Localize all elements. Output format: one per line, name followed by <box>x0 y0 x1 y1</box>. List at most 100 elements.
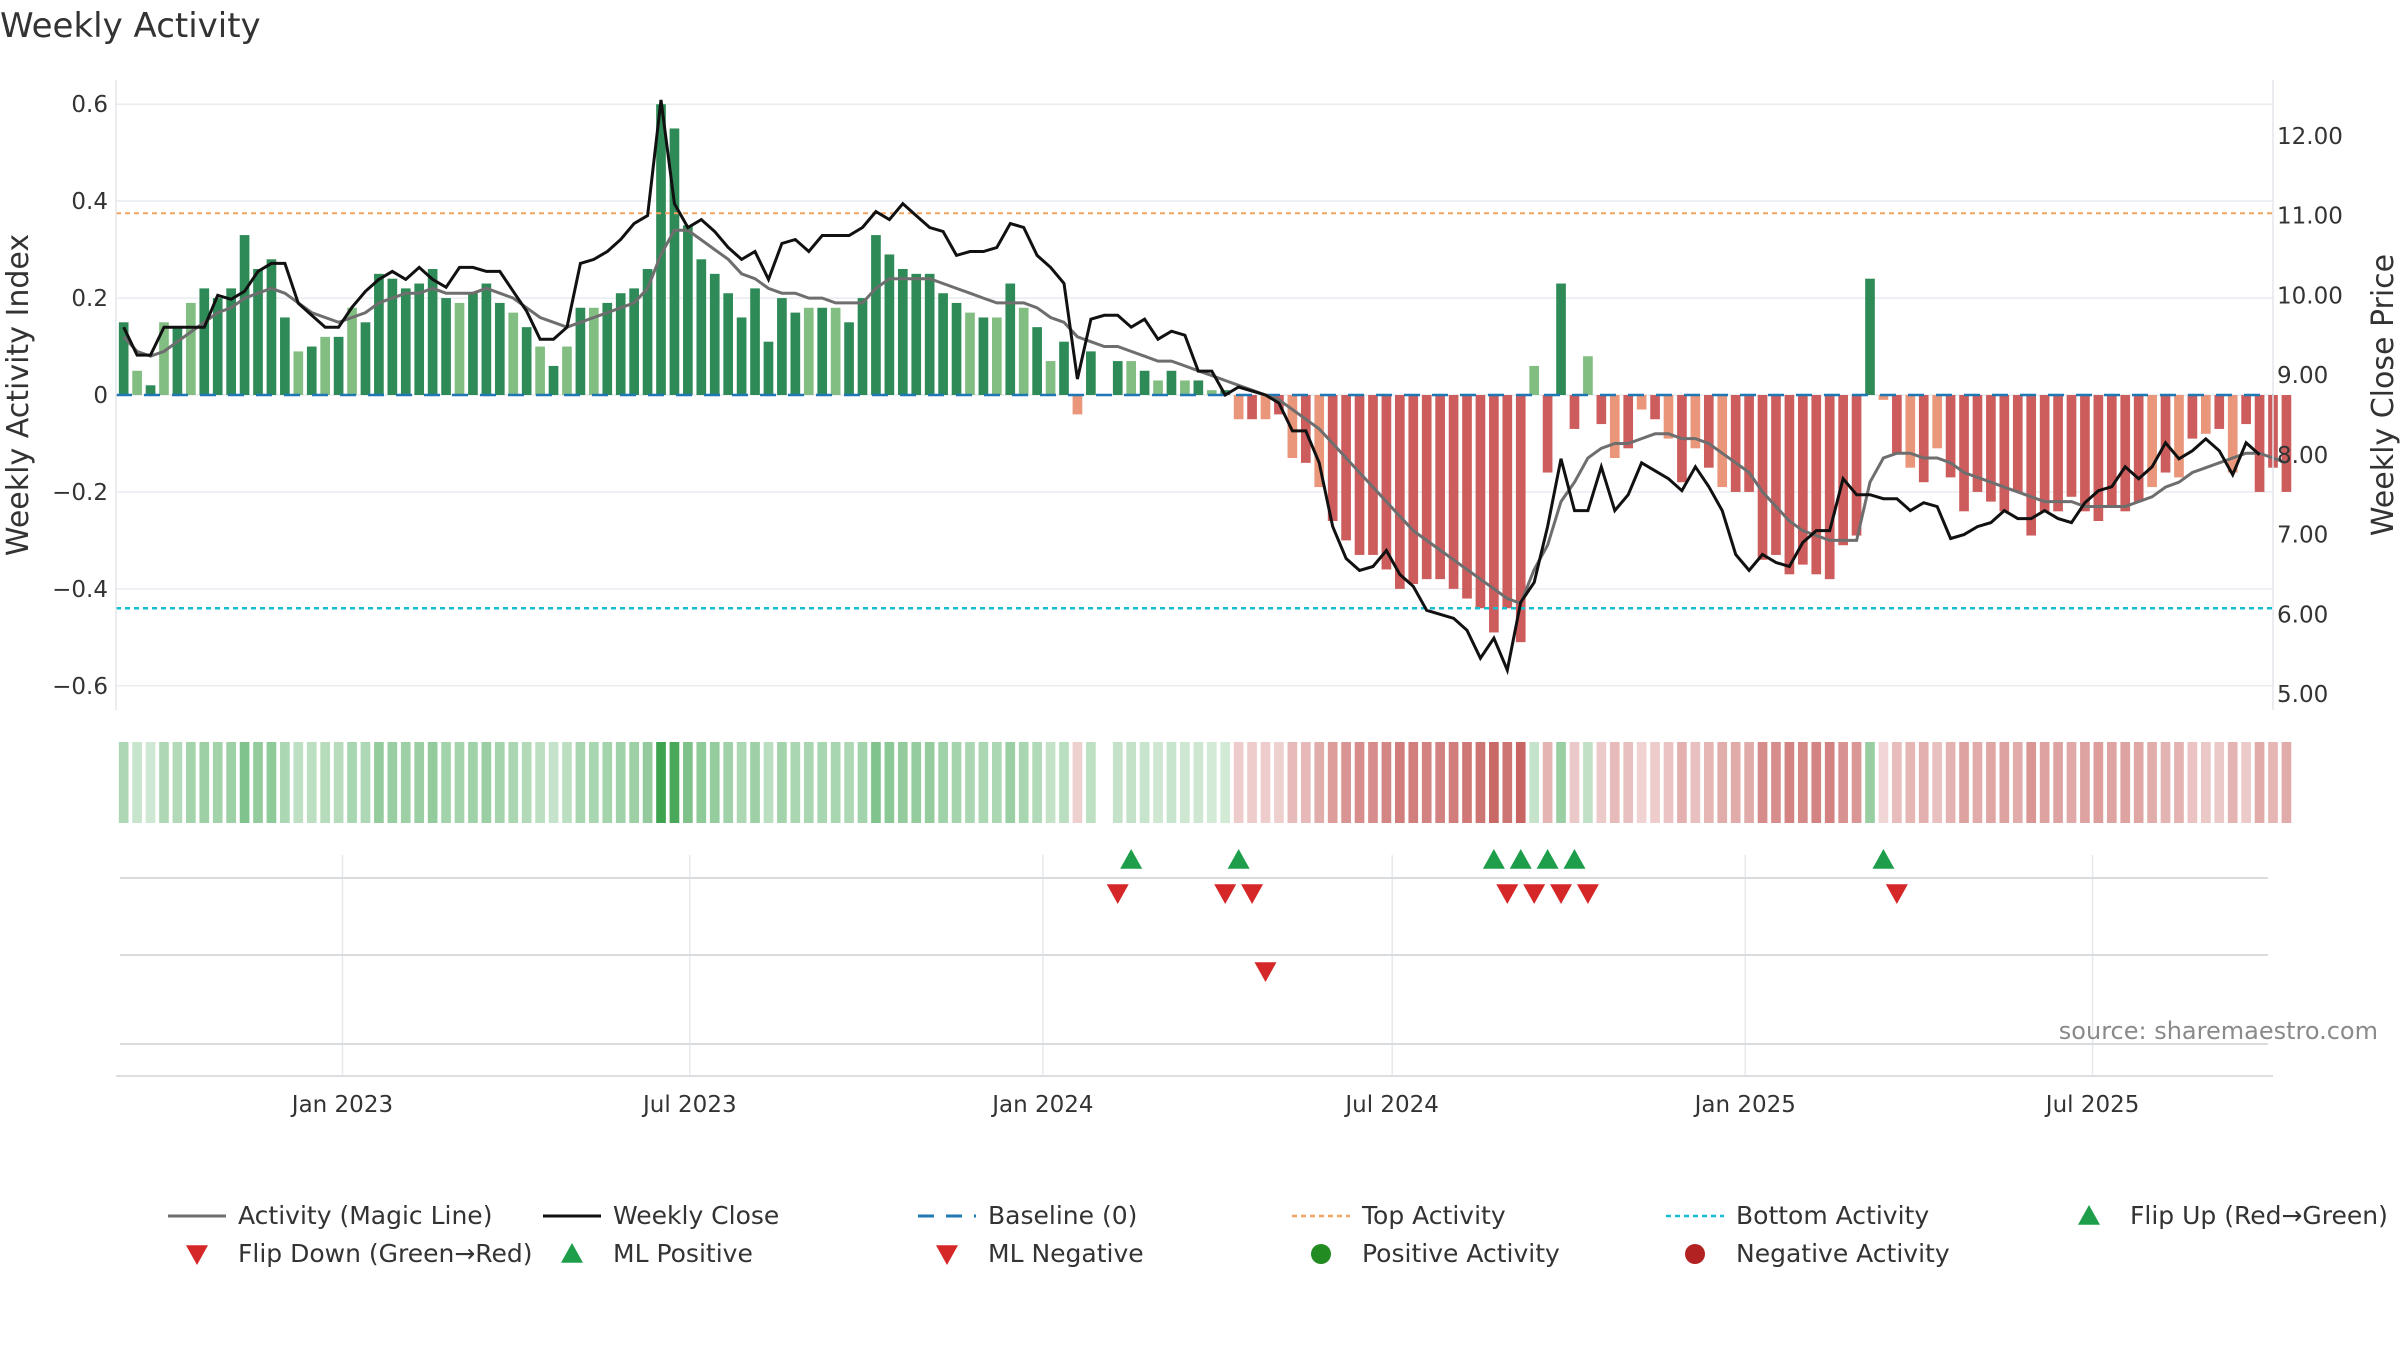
activity-heat-strip <box>118 742 2292 823</box>
heat-strip-cell <box>521 742 532 823</box>
activity-bar <box>2093 395 2104 521</box>
activity-bar <box>2200 395 2211 434</box>
legend-swatch-up-triangle <box>561 1243 583 1263</box>
activity-bar <box>857 298 868 395</box>
activity-bar <box>360 322 371 395</box>
heat-strip-cell <box>669 742 680 823</box>
activity-bar <box>1314 395 1325 488</box>
heat-strip-cell <box>615 742 626 823</box>
activity-bar <box>1327 395 1338 521</box>
heat-strip-cell <box>2120 742 2131 823</box>
activity-bar <box>508 312 519 395</box>
series-lines <box>122 99 2287 676</box>
heat-strip-cell <box>441 742 451 823</box>
legend-label: Negative Activity <box>1736 1239 1950 1268</box>
flip-up-marker <box>1536 849 1559 869</box>
activity-bar <box>938 293 948 395</box>
heat-strip-cell <box>1529 742 1540 823</box>
legend-label: ML Positive <box>613 1239 753 1268</box>
activity-bar <box>481 283 492 395</box>
activity-bar <box>992 317 1002 395</box>
heat-strip-cell <box>454 742 465 823</box>
heat-strip-cell <box>494 742 505 823</box>
activity-bar <box>1018 307 1029 395</box>
heat-strip-cell <box>629 742 639 823</box>
heat-strip-cell <box>1905 742 1916 823</box>
legend-swatch-up-triangle <box>2078 1205 2100 1225</box>
activity-bar <box>1918 395 1929 483</box>
heat-strip-cell <box>132 742 142 823</box>
heat-strip-cell <box>1515 742 1526 823</box>
activity-bar <box>1112 361 1123 395</box>
activity-bar <box>1690 395 1701 449</box>
activity-bar <box>642 269 653 395</box>
heat-strip-cell <box>1744 742 1754 823</box>
heat-strip-cell <box>777 742 787 823</box>
heat-strip-cell <box>1892 742 1902 823</box>
legend-label: Top Activity <box>1361 1201 1506 1230</box>
y2-tick-label: 7.00 <box>2277 523 2328 549</box>
heat-strip-cell <box>212 742 223 823</box>
heat-strip-cell <box>2053 742 2063 823</box>
activity-bar <box>884 254 895 395</box>
y-tick-label: −0.6 <box>52 674 108 700</box>
activity-bar <box>1300 395 1311 463</box>
y2-tick-label: 5.00 <box>2277 682 2328 708</box>
heat-strip-cell <box>239 742 250 823</box>
legend-label: Bottom Activity <box>1736 1201 1929 1230</box>
legend-label: ML Negative <box>988 1239 1144 1268</box>
heat-strip-cell <box>2281 742 2292 823</box>
activity-bar <box>2133 395 2144 502</box>
activity-bar <box>1072 395 1083 415</box>
activity-bar <box>656 104 666 395</box>
activity-bar <box>911 273 922 395</box>
activity-bar <box>589 307 599 395</box>
activity-bar <box>1824 395 1835 580</box>
activity-bar <box>817 307 828 395</box>
heat-strip-cell <box>2093 742 2104 823</box>
heat-strip-cell <box>1596 742 1607 823</box>
legend-label: Flip Up (Red→Green) <box>2130 1201 2388 1230</box>
heat-strip-cell <box>1703 742 1714 823</box>
activity-bar <box>1623 395 1634 449</box>
activity-bar <box>159 322 169 395</box>
heat-strip-cell <box>589 742 599 823</box>
x-tick-label: Jan 2024 <box>990 1092 1093 1118</box>
y-tick-label: 0 <box>93 383 108 409</box>
activity-bar <box>1609 395 1620 458</box>
x-axis: Jan 2023 Jul 2023 Jan 2024 Jul 2024 Jan 2025… <box>116 1075 2273 1118</box>
heat-strip-cell <box>1180 742 1190 823</box>
activity-bar <box>306 346 317 395</box>
activity-bar <box>427 269 438 395</box>
activity-bar <box>2012 395 2023 492</box>
activity-bar <box>2120 395 2131 512</box>
activity-bar <box>226 288 236 395</box>
activity-bar <box>1126 361 1137 395</box>
legend-item-flip_up: Flip Up (Red→Green) <box>2078 1201 2388 1230</box>
heat-strip-cell <box>427 742 438 823</box>
activity-bar <box>1542 395 1553 473</box>
activity-bar <box>790 312 801 395</box>
heat-strip-cell <box>992 742 1002 823</box>
heat-strip-cell <box>2160 742 2171 823</box>
flip-up-marker <box>1482 849 1505 869</box>
heat-strip-cell <box>1784 742 1795 823</box>
flip-event-panel <box>120 849 2268 1075</box>
activity-bar <box>1059 341 1069 395</box>
activity-bar <box>253 269 263 395</box>
heat-strip-cell <box>548 742 559 823</box>
activity-bar <box>615 293 626 395</box>
activity-bar <box>575 307 586 395</box>
activity-bar <box>965 312 975 395</box>
heat-strip-cell <box>293 742 304 823</box>
flip-up-marker <box>1872 849 1895 869</box>
activity-bar <box>2160 395 2171 473</box>
activity-bar <box>1932 395 1943 449</box>
activity-bar <box>1959 395 1969 512</box>
heat-strip-cell <box>1381 742 1392 823</box>
flip-down-marker <box>1496 884 1519 904</box>
activity-bar <box>2147 395 2157 488</box>
heat-strip-cell <box>871 742 881 823</box>
heat-strip-cell <box>642 742 653 823</box>
activity-bar <box>683 225 693 395</box>
